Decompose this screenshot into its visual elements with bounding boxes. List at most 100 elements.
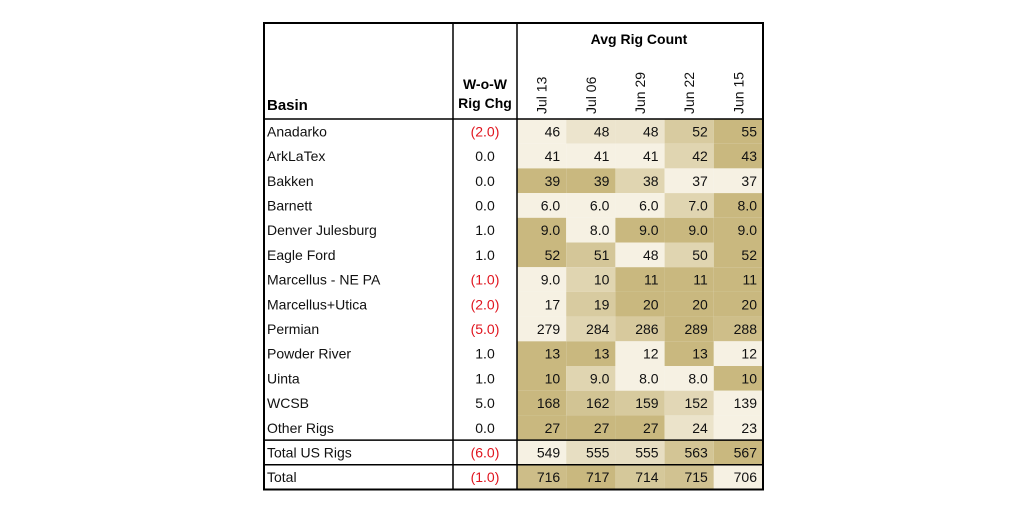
heat-cell xyxy=(615,341,665,366)
heat-cell xyxy=(664,143,714,169)
table-text: Basin W-o-W Rig Chg Avg Rig Count 46 48 48… xyxy=(267,31,757,485)
rig-count-value: 139 xyxy=(734,395,758,411)
heat-cell xyxy=(615,217,665,243)
rig-count-value: 51 xyxy=(594,247,610,263)
basin-label: WCSB xyxy=(267,395,309,411)
rig-count-value: 23 xyxy=(741,420,757,436)
heat-cell xyxy=(713,242,763,268)
rig-count-value: 37 xyxy=(741,173,757,189)
rig-count-value: 289 xyxy=(684,321,708,337)
heat-cell xyxy=(615,143,665,169)
rig-count-value: 48 xyxy=(643,123,659,139)
heat-cell xyxy=(517,390,567,416)
total-label: Total US Rigs xyxy=(267,444,352,460)
heat-cell xyxy=(566,366,616,391)
heat-cell xyxy=(517,440,567,465)
wow-change-value: (1.0) xyxy=(471,272,500,288)
heat-cell xyxy=(517,217,567,243)
rig-count-value: 52 xyxy=(692,123,708,139)
heat-cell xyxy=(615,168,665,194)
heat-cell xyxy=(566,168,616,194)
basin-label: Powder River xyxy=(267,346,351,362)
heat-cell xyxy=(713,193,763,218)
heat-cell xyxy=(664,119,714,144)
wow-change-value: 0.0 xyxy=(475,173,495,189)
heat-cell xyxy=(517,341,567,366)
heat-cell xyxy=(713,464,763,490)
heat-cell xyxy=(713,440,763,465)
heat-cell xyxy=(517,415,567,441)
rig-count-value: 714 xyxy=(635,469,659,485)
heat-cell xyxy=(713,415,763,441)
heat-cell xyxy=(517,242,567,268)
rig-count-value: 11 xyxy=(644,272,659,288)
rig-count-value: 50 xyxy=(692,247,708,263)
rig-count-value: 11 xyxy=(693,272,708,288)
rig-count-value: 9.0 xyxy=(738,222,758,238)
heat-cell xyxy=(664,464,714,490)
heat-cell xyxy=(615,316,665,342)
heat-cell xyxy=(713,267,763,292)
rig-count-value: 563 xyxy=(684,444,708,460)
wow-header-line2: Rig Chg xyxy=(458,95,512,111)
basin-header: Basin xyxy=(267,97,308,114)
rig-count-value: 19 xyxy=(594,296,610,312)
heat-cell xyxy=(517,464,567,490)
rig-count-value: 9.0 xyxy=(590,370,610,386)
wow-change-value: 0.0 xyxy=(475,197,495,213)
rig-count-value: 8.0 xyxy=(639,370,659,386)
heat-cell xyxy=(566,464,616,490)
heat-cell xyxy=(664,366,714,391)
rig-count-value: 10 xyxy=(594,272,610,288)
heat-cell xyxy=(517,119,567,144)
rig-count-value: 13 xyxy=(692,346,708,362)
wow-change-value: (1.0) xyxy=(471,469,500,485)
wow-change-value: 5.0 xyxy=(475,395,495,411)
basin-label: Marcellus - NE PA xyxy=(267,272,381,288)
heatmap-cells xyxy=(517,119,763,490)
rig-count-value: 288 xyxy=(734,321,758,337)
rig-count-value: 42 xyxy=(692,148,708,164)
heat-cell xyxy=(517,291,567,317)
heat-cell xyxy=(615,119,665,144)
rig-count-value: 168 xyxy=(537,395,561,411)
heat-cell xyxy=(615,291,665,317)
heat-cell xyxy=(566,267,616,292)
rig-count-value: 152 xyxy=(684,395,708,411)
heat-cell xyxy=(615,440,665,465)
basin-label: Eagle Ford xyxy=(267,247,335,263)
rig-count-value: 8.0 xyxy=(590,222,610,238)
heat-cell xyxy=(713,390,763,416)
heat-cell xyxy=(713,119,763,144)
rig-count-value: 52 xyxy=(545,247,561,263)
rig-count-value: 555 xyxy=(635,444,659,460)
heat-cell xyxy=(664,193,714,218)
heat-cell xyxy=(713,291,763,317)
heat-cell xyxy=(566,217,616,243)
heat-cell xyxy=(615,242,665,268)
wow-change-value: 1.0 xyxy=(475,346,495,362)
heat-cell xyxy=(615,267,665,292)
heat-cell xyxy=(713,366,763,391)
rig-count-table: Basin W-o-W Rig Chg Avg Rig Count 46 48 48… xyxy=(263,22,764,491)
heat-cell xyxy=(615,193,665,218)
table-outline xyxy=(263,22,764,491)
table-borders xyxy=(263,22,764,491)
rig-count-value: 48 xyxy=(643,247,659,263)
rig-count-value: 279 xyxy=(537,321,561,337)
rig-count-value: 8.0 xyxy=(688,370,708,386)
rig-count-value: 41 xyxy=(643,148,659,164)
rig-count-value: 567 xyxy=(734,444,758,460)
heat-cell xyxy=(615,366,665,391)
heat-cell xyxy=(566,415,616,441)
heat-cell xyxy=(615,464,665,490)
avg-rig-count-header: Avg Rig Count xyxy=(591,31,688,47)
wow-change-value: 1.0 xyxy=(475,247,495,263)
rig-count-value: 41 xyxy=(545,148,561,164)
heat-cell xyxy=(566,242,616,268)
rig-count-value: 27 xyxy=(594,420,610,436)
basin-label: ArkLaTex xyxy=(267,148,325,164)
rig-count-value: 10 xyxy=(545,370,561,386)
heat-cell xyxy=(517,316,567,342)
heat-cell xyxy=(664,341,714,366)
